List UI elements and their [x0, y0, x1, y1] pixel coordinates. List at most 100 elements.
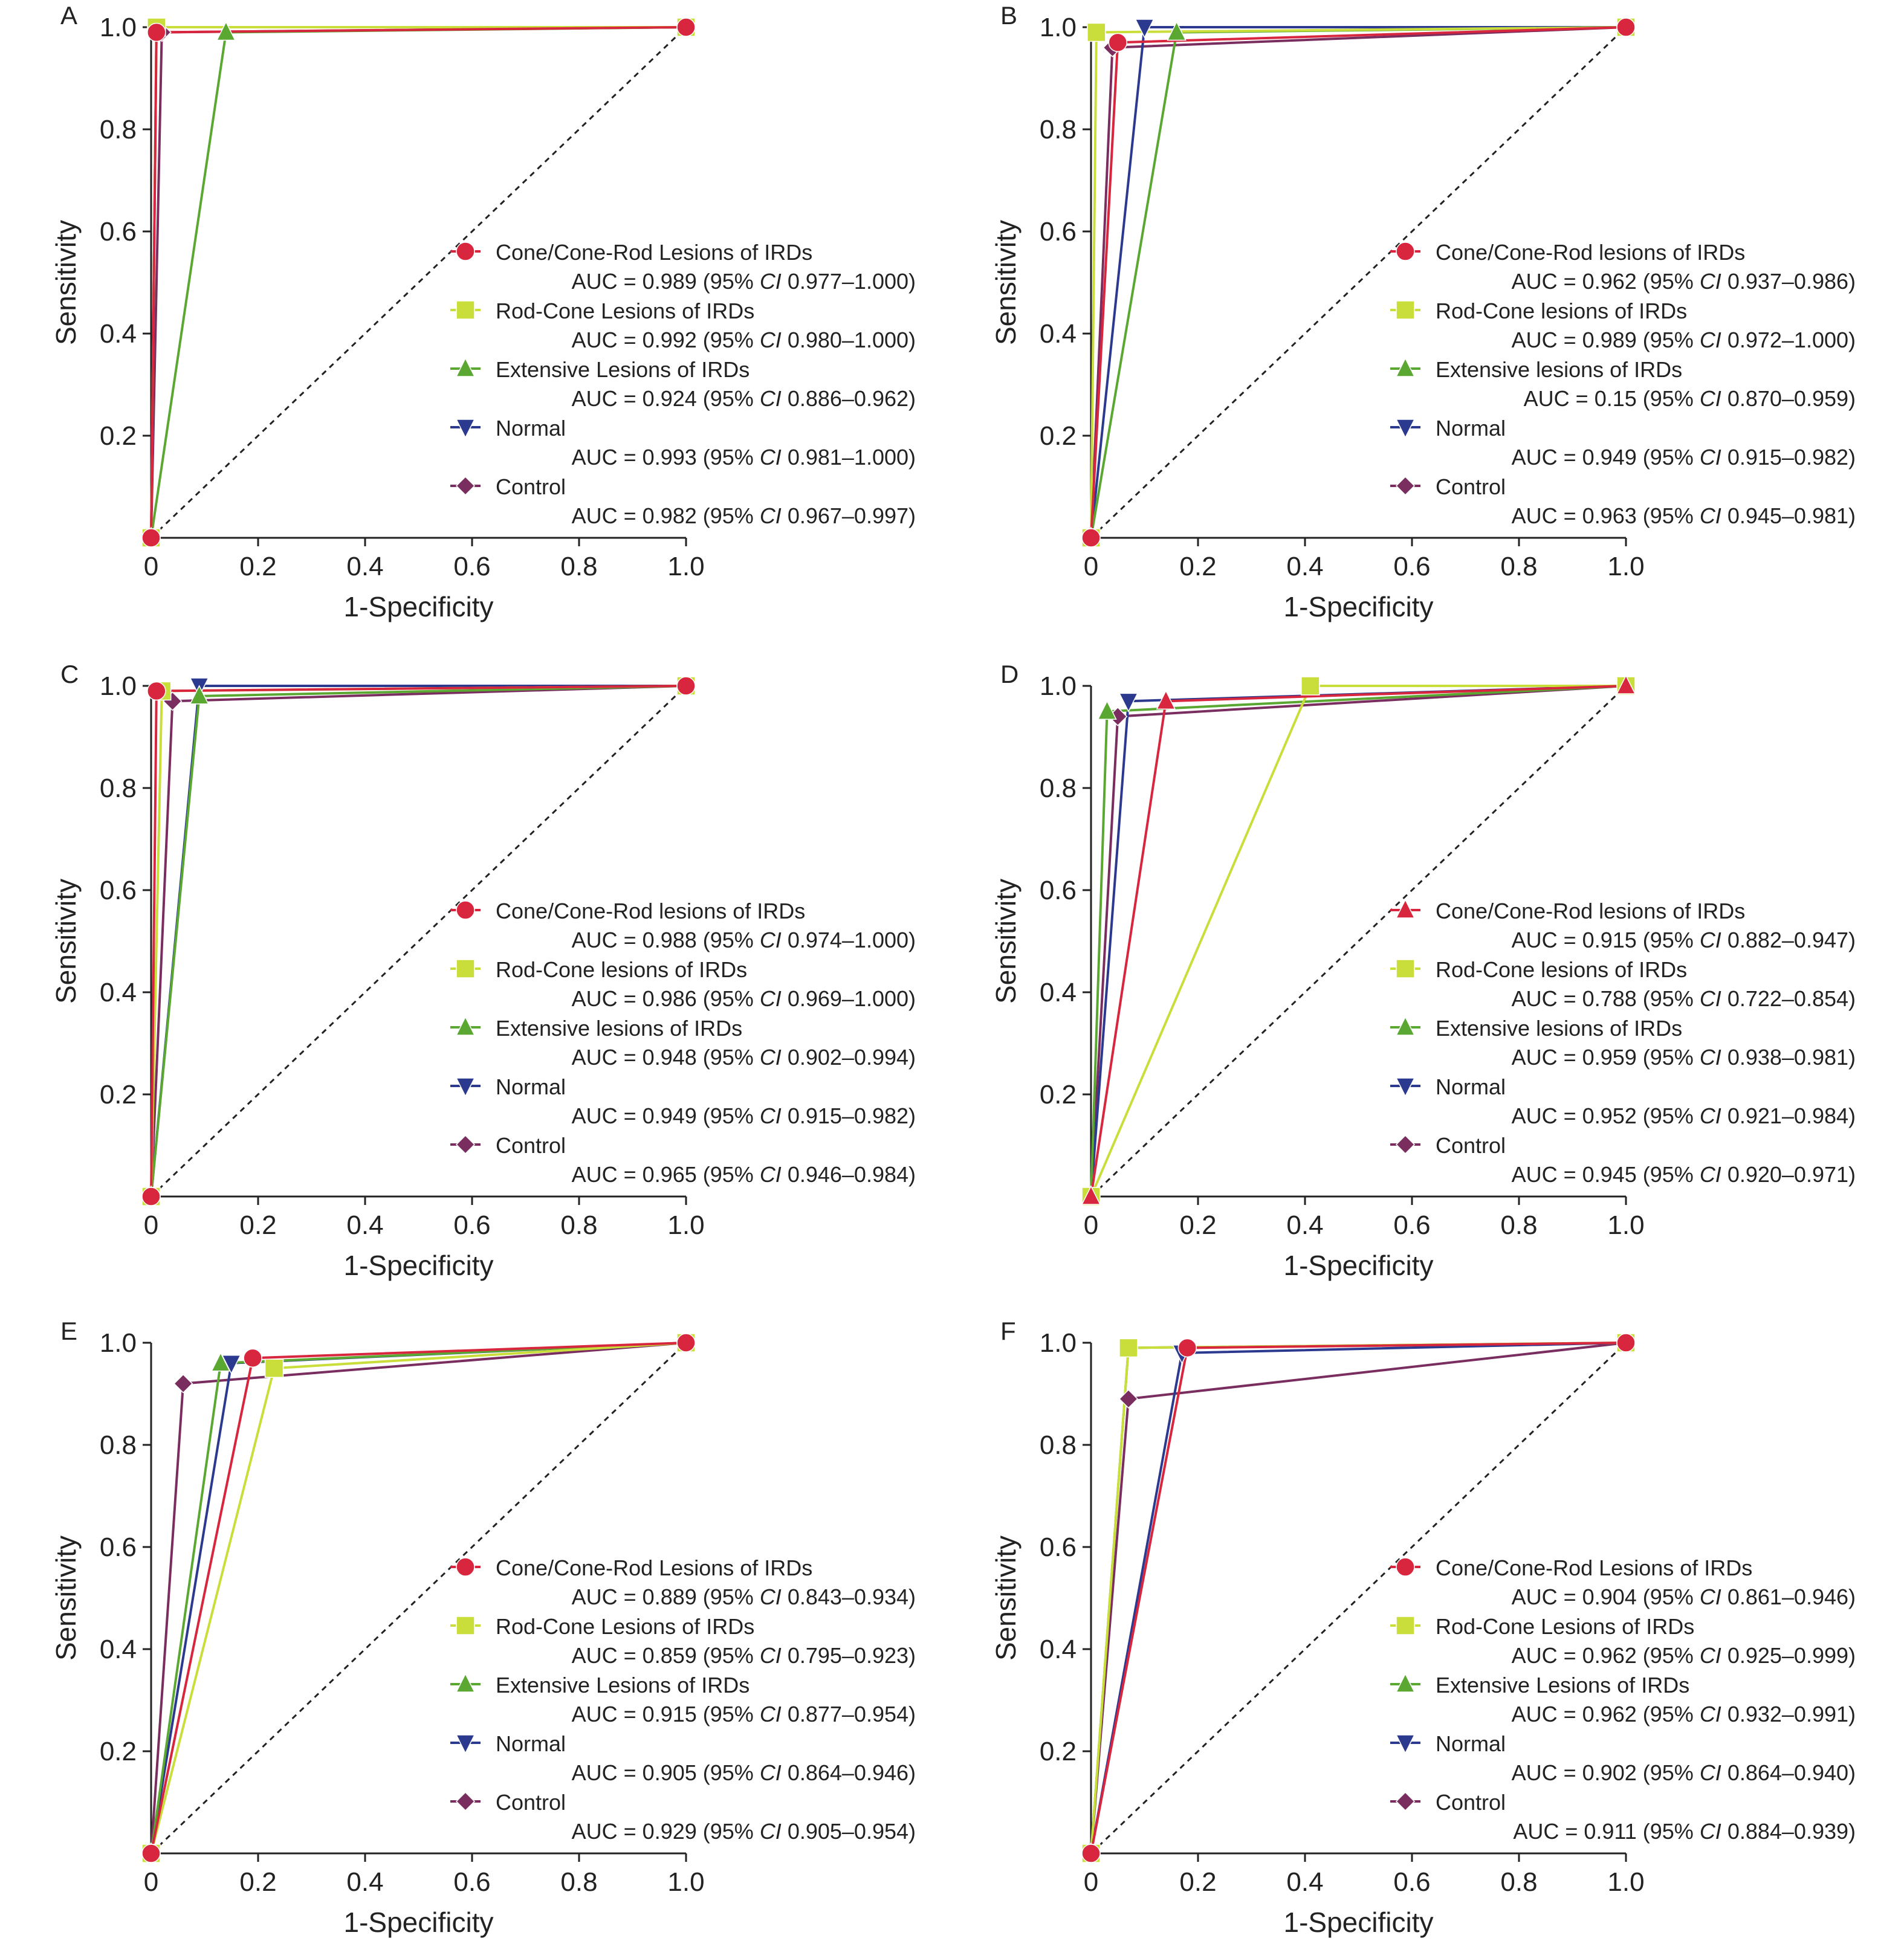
legend-label: Extensive Lesions of IRDs [496, 357, 750, 382]
legend-entry: Cone/Cone-Rod Lesions of IRDs AUC = 0.989… [450, 240, 916, 294]
data-point [141, 1844, 161, 1863]
panel-c: C 0.2 0.4 0.6 0.8 1.0 0 0.2 0.4 0.6 0.8 1.0 1-Specif… [50, 660, 916, 1281]
legend-label: Cone/Cone-Rod Lesions of IRDs [1436, 1555, 1752, 1580]
data-point [1081, 528, 1101, 547]
legend-swatch-marker [455, 1791, 476, 1812]
x-tick-label: 0.4 [1286, 552, 1323, 581]
data-point [141, 1187, 161, 1206]
x-tick-label: 1.0 [1607, 1867, 1644, 1897]
y-tick-label: 1.0 [100, 671, 137, 701]
y-tick-label: 0.6 [1040, 217, 1077, 247]
legend-auc: AUC = 0.988 (95% CI 0.974–1.000) [572, 928, 916, 952]
y-tick-label: 0.8 [100, 773, 137, 803]
legend-label: Cone/Cone-Rod lesions of IRDs [1436, 240, 1745, 265]
x-tick-label: 0 [144, 1867, 158, 1897]
x-tick-label: 1.0 [667, 1867, 704, 1897]
legend-swatch-marker [456, 959, 475, 978]
legend-auc: AUC = 0.949 (95% CI 0.915–0.982) [1512, 445, 1856, 470]
legend-entry: Control AUC = 0.911 (95% CI 0.884–0.939) [1390, 1790, 1856, 1844]
y-tick-label: 0.6 [100, 1532, 137, 1562]
legend-auc: AUC = 0.948 (95% CI 0.902–0.994) [572, 1045, 916, 1070]
legend-label: Cone/Cone-Rod lesions of IRDs [1436, 899, 1745, 923]
legend-swatch-marker [455, 1077, 476, 1097]
y-tick-label: 0.4 [100, 978, 137, 1007]
data-point [210, 1352, 231, 1372]
legend-swatch-marker [455, 1673, 476, 1693]
data-point [1108, 33, 1127, 53]
legend-swatch-marker [455, 476, 476, 496]
legend-swatch-marker [1396, 1557, 1415, 1577]
legend-auc: AUC = 0.911 (95% CI 0.884–0.939) [1513, 1819, 1856, 1844]
x-tick-label: 0.4 [1286, 1867, 1323, 1897]
data-point [243, 1348, 262, 1368]
legend-entry: Cone/Cone-Rod lesions of IRDs AUC = 0.988… [450, 899, 916, 952]
y-tick-label: 0.2 [100, 1080, 137, 1109]
y-tick-label: 1.0 [1040, 671, 1077, 701]
data-point [1167, 21, 1187, 41]
panel-e: E 0.2 0.4 0.6 0.8 1.0 0 0.2 0.4 0.6 0.8 1.0 1-Specif… [50, 1317, 916, 1938]
legend-entry: Rod-Cone Lesions of IRDs AUC = 0.992 (95%… [450, 299, 916, 352]
legend-label: Rod-Cone Lesions of IRDs [496, 1614, 754, 1639]
data-point [1616, 674, 1636, 694]
legend-swatch-marker [1396, 242, 1415, 261]
legend-swatch-marker [455, 357, 476, 377]
legend-swatch-marker [455, 1734, 476, 1754]
data-point [1087, 22, 1106, 42]
data-point [147, 22, 166, 42]
x-tick-label: 0.8 [560, 1867, 597, 1897]
data-point [1119, 1338, 1138, 1358]
legend-label: Extensive Lesions of IRDs [496, 1673, 750, 1697]
x-tick-label: 0 [144, 1210, 158, 1240]
legend-auc: AUC = 0.982 (95% CI 0.967–0.997) [572, 503, 916, 528]
y-tick-label: 0.8 [100, 115, 137, 144]
legend-label: Rod-Cone lesions of IRDs [1436, 299, 1687, 323]
data-point [1097, 700, 1117, 720]
y-tick-label: 0.8 [1040, 773, 1077, 803]
y-tick-label: 0.2 [100, 421, 137, 451]
y-tick-label: 0.4 [100, 1635, 137, 1664]
x-tick-label: 0.8 [560, 1210, 597, 1240]
x-tick-label: 0.6 [453, 1210, 490, 1240]
legend-auc: AUC = 0.924 (95% CI 0.886–0.962) [572, 386, 916, 411]
x-tick-label: 0.2 [239, 1867, 276, 1897]
legend-entry: Cone/Cone-Rod Lesions of IRDs AUC = 0.904… [1390, 1555, 1856, 1609]
panel-letter: E [60, 1317, 77, 1345]
panel-letter: A [60, 1, 77, 30]
y-axis-label: Sensitivity [990, 879, 1022, 1004]
data-point [1301, 676, 1320, 696]
legend-swatch-marker [456, 1557, 475, 1577]
y-axis-label: Sensitivity [990, 1536, 1022, 1661]
x-tick-label: 0.4 [346, 552, 383, 581]
data-point [1156, 690, 1176, 710]
data-point [216, 21, 236, 41]
x-tick-label: 0.8 [560, 552, 597, 581]
legend-label: Extensive lesions of IRDs [496, 1016, 742, 1041]
legend-auc: AUC = 0.949 (95% CI 0.915–0.982) [572, 1103, 916, 1128]
y-tick-label: 0.8 [1040, 115, 1077, 144]
x-axis-label: 1-Specificity [1284, 1907, 1434, 1938]
y-tick-label: 0.2 [1040, 1080, 1077, 1109]
legend-auc: AUC = 0.905 (95% CI 0.864–0.946) [572, 1760, 916, 1785]
x-tick-label: 0.2 [239, 1210, 276, 1240]
legend-auc: AUC = 0.962 (95% CI 0.932–0.991) [1512, 1702, 1856, 1726]
x-tick-label: 1.0 [667, 1210, 704, 1240]
x-tick-label: 0 [1084, 552, 1098, 581]
data-point [189, 685, 209, 705]
legend-auc: AUC = 0.962 (95% CI 0.925–0.999) [1512, 1643, 1856, 1668]
y-tick-label: 0.8 [100, 1430, 137, 1460]
data-point [676, 676, 696, 696]
panel-a: A 0.2 0.4 0.6 0.8 1.0 0 0.2 0.4 0.6 0.8 1.0 1-Specif… [50, 1, 916, 622]
legend-swatch-marker [1395, 419, 1416, 439]
y-tick-label: 0.2 [1040, 1737, 1077, 1766]
x-tick-label: 0.4 [1286, 1210, 1323, 1240]
legend-label: Control [1436, 474, 1506, 499]
legend-auc: AUC = 0.959 (95% CI 0.938–0.981) [1512, 1045, 1856, 1070]
y-tick-label: 0.4 [1040, 978, 1077, 1007]
x-tick-label: 0.8 [1500, 1210, 1537, 1240]
legend-auc: AUC = 0.15 (95% CI 0.870–0.959) [1524, 386, 1856, 411]
legend-swatch-marker [1395, 1791, 1416, 1812]
legend-entry: Extensive Lesions of IRDs AUC = 0.915 (95… [450, 1673, 916, 1726]
